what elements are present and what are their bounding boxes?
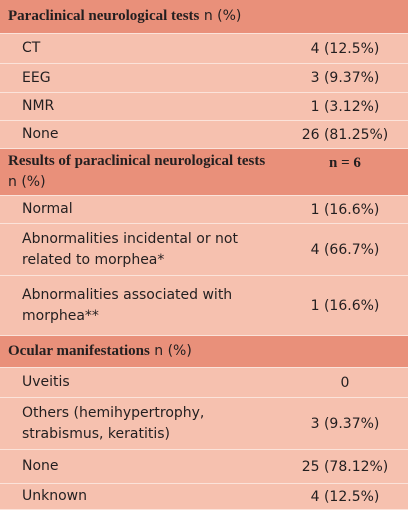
- table-row: EEG 3 (9.37%): [0, 64, 408, 93]
- row-value: 4 (12.5%): [310, 40, 380, 57]
- section-unit: n (%): [154, 343, 192, 359]
- row-label: None: [22, 458, 59, 474]
- section-count: n = 6: [329, 155, 361, 171]
- row-label: Others (hemihypertrophy, strabismus, ker…: [22, 404, 205, 442]
- table-row: NMR 1 (3.12%): [0, 93, 408, 121]
- row-value: 1 (3.12%): [310, 98, 380, 115]
- row-label: Normal: [22, 201, 73, 217]
- table-row: Uveitis 0: [0, 368, 408, 398]
- table-row: Abnormalities incidental or not related …: [0, 224, 408, 276]
- row-value: 3 (9.37%): [310, 415, 380, 432]
- table-row: Unknown 4 (12.5%): [0, 484, 408, 510]
- row-label: NMR: [22, 98, 55, 114]
- row-label: CT: [22, 40, 41, 56]
- table-row: Abnormalities associated with morphea** 1…: [0, 276, 408, 336]
- section-header: Ocular manifestations n (%): [0, 336, 408, 368]
- header-label: Ocular manifestations n (%): [0, 341, 290, 362]
- header-spacer: [290, 0, 400, 6]
- row-value: 1 (16.6%): [310, 297, 380, 314]
- row-value: 1 (16.6%): [310, 201, 380, 218]
- row-label: None: [22, 126, 59, 142]
- table-row: None 25 (78.12%): [0, 450, 408, 484]
- section-title: Paraclinical neurological tests: [8, 8, 200, 24]
- table-row: None 26 (81.25%): [0, 121, 408, 149]
- section-title: Ocular manifestations: [8, 343, 150, 359]
- row-value: 4 (66.7%): [310, 241, 380, 258]
- row-value: 0: [340, 374, 350, 391]
- row-label: Uveitis: [22, 374, 70, 390]
- row-value: 25 (78.12%): [301, 458, 389, 475]
- section-unit: n (%): [8, 174, 46, 190]
- section-title: Results of paraclinical neurological tes…: [8, 153, 266, 169]
- row-value: 26 (81.25%): [301, 126, 389, 143]
- row-label: Unknown: [22, 488, 87, 504]
- section-header: Results of paraclinical neurological tes…: [0, 149, 408, 196]
- header-label: Paraclinical neurological tests n (%): [0, 6, 290, 27]
- row-value: 3 (9.37%): [310, 70, 380, 86]
- table-row: CT 4 (12.5%): [0, 34, 408, 64]
- table-row: Normal 1 (16.6%): [0, 196, 408, 224]
- row-value: 4 (12.5%): [310, 488, 380, 505]
- table-row: Others (hemihypertrophy, strabismus, ker…: [0, 398, 408, 450]
- section-unit: n (%): [203, 8, 242, 24]
- row-label: Abnormalities associated with morphea**: [22, 286, 233, 324]
- header-label: Results of paraclinical neurological tes…: [0, 151, 290, 193]
- section-header: Paraclinical neurological tests n (%): [0, 0, 408, 34]
- header-spacer: [290, 336, 400, 342]
- row-label: EEG: [22, 69, 51, 86]
- row-label: Abnormalities incidental or not related …: [22, 230, 238, 268]
